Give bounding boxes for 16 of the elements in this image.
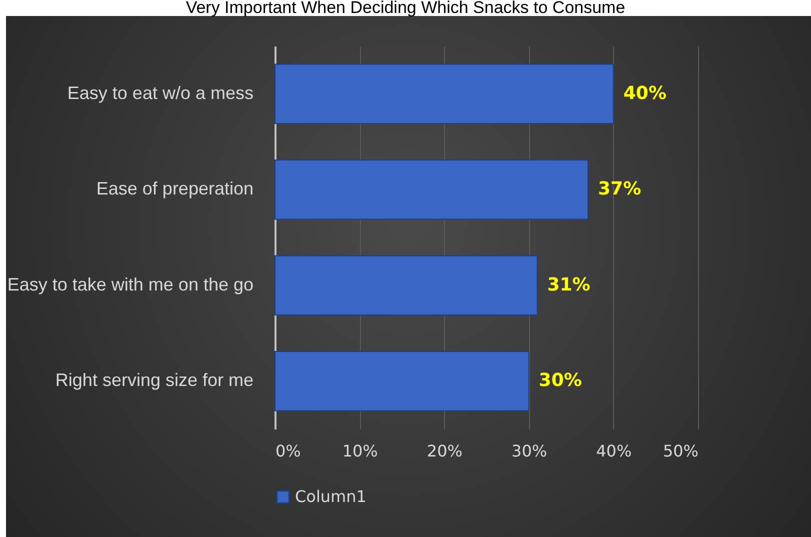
data-label: 30% (538, 370, 582, 392)
data-label: 40% (623, 82, 666, 104)
y-tick-label: Easy to eat w/o a mess (67, 82, 254, 103)
x-tick-label: 30% (512, 442, 548, 460)
y-tick-label: Ease of preperation (96, 178, 254, 199)
legend-label: Column1 (295, 487, 366, 506)
y-tick-label: Right serving size for me (55, 370, 254, 390)
data-label: 31% (547, 274, 590, 296)
x-tick-label: 40% (596, 442, 632, 460)
data-label: 37% (598, 178, 642, 200)
x-tick-label: 20% (426, 442, 462, 460)
x-tick-label: 10% (342, 442, 378, 460)
chart-title: Very Important When Deciding Which Snacks to Consume (184, 0, 626, 17)
x-tick-label: 0% (276, 442, 301, 460)
y-tick-label: Easy to take with me on the go (7, 274, 254, 294)
x-tick-label: 50% (662, 442, 698, 460)
